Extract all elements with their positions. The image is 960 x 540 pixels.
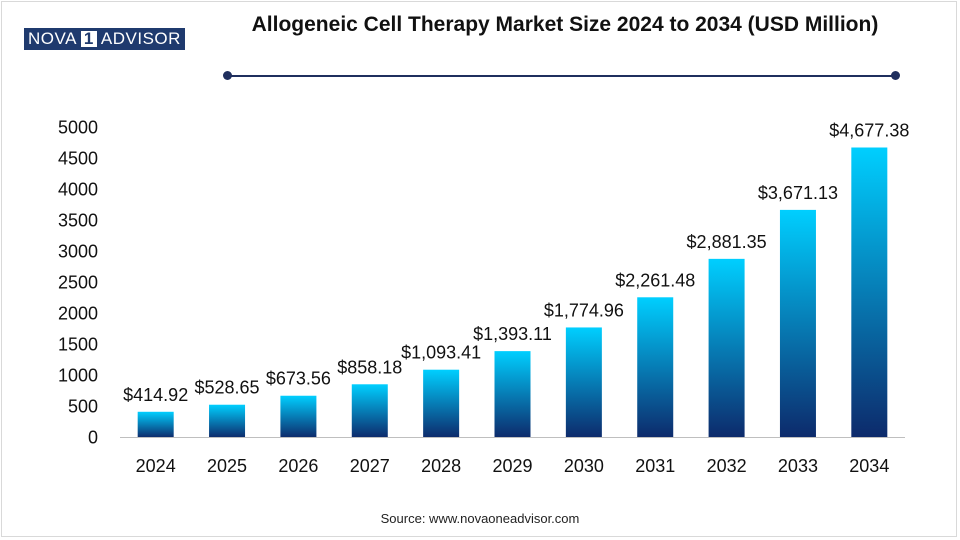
x-tick-label: 2034 — [849, 456, 889, 476]
bar — [280, 395, 317, 438]
data-label: $1,393.11 — [473, 324, 552, 344]
bar — [351, 384, 388, 438]
y-tick-label: 5000 — [58, 118, 98, 138]
bar — [494, 351, 531, 438]
y-axis-ticks: 0 500 1000 1500 2000 2500 3000 3500 4000 4500 5000 — [58, 118, 98, 448]
bar — [137, 411, 174, 438]
y-tick-label: 3000 — [58, 242, 98, 262]
data-label: $4,677.38 — [829, 121, 909, 141]
bar — [708, 258, 745, 438]
y-tick-label: 500 — [68, 397, 98, 417]
bar — [423, 369, 460, 438]
title-rule-left-dot — [223, 71, 232, 80]
x-tick-label: 2026 — [278, 456, 318, 476]
bar — [851, 147, 888, 438]
data-label: $528.65 — [195, 378, 260, 398]
x-tick-label: 2032 — [707, 456, 747, 476]
x-tick-label: 2027 — [350, 456, 390, 476]
data-label: $673.56 — [266, 369, 331, 389]
x-tick-label: 2029 — [492, 456, 532, 476]
source-note: Source: www.novaoneadvisor.com — [380, 511, 580, 526]
x-tick-label: 2030 — [564, 456, 604, 476]
data-label: $3,671.13 — [758, 183, 838, 203]
logo-text-nova: NOVA — [28, 29, 77, 48]
data-label: $2,881.35 — [687, 232, 767, 252]
y-tick-label: 4000 — [58, 180, 98, 200]
title-rule — [228, 75, 896, 77]
y-tick-label: 3500 — [58, 211, 98, 231]
bar — [209, 404, 246, 438]
logo-text-one: 1 — [79, 29, 98, 48]
title-rule-right-dot — [891, 71, 900, 80]
y-tick-label: 1500 — [58, 335, 98, 355]
x-tick-label: 2028 — [421, 456, 461, 476]
y-tick-label: 4500 — [58, 149, 98, 169]
x-tick-label: 2024 — [136, 456, 176, 476]
y-tick-label: 2000 — [58, 304, 98, 324]
x-tick-label: 2031 — [635, 456, 675, 476]
brand-logo: NOVA 1 ADVISOR — [24, 28, 185, 50]
y-tick-label: 0 — [88, 428, 98, 448]
x-tick-label: 2033 — [778, 456, 818, 476]
data-label: $2,261.48 — [615, 270, 695, 290]
data-labels: $414.92 $528.65 $673.56$858.18$1,093.41$1,… — [123, 121, 909, 405]
bar — [637, 297, 674, 438]
data-label: $1,774.96 — [544, 300, 624, 320]
y-tick-label: 2500 — [58, 273, 98, 293]
data-label: $1,093.41 — [401, 343, 481, 363]
y-tick-label: 1000 — [58, 366, 98, 386]
logo-text-advisor: ADVISOR — [100, 29, 181, 48]
bars — [137, 147, 888, 438]
data-label: $414.92 — [123, 385, 188, 405]
bar — [779, 209, 816, 438]
x-axis-ticks: 2024 2025 2026 2027 2028 2029 2030 2031 2032 2033… — [136, 456, 890, 476]
data-label: $858.18 — [337, 357, 402, 377]
x-tick-label: 2025 — [207, 456, 247, 476]
bar — [565, 327, 602, 438]
chart-title: Allogeneic Cell Therapy Market Size 2024… — [251, 13, 879, 36]
